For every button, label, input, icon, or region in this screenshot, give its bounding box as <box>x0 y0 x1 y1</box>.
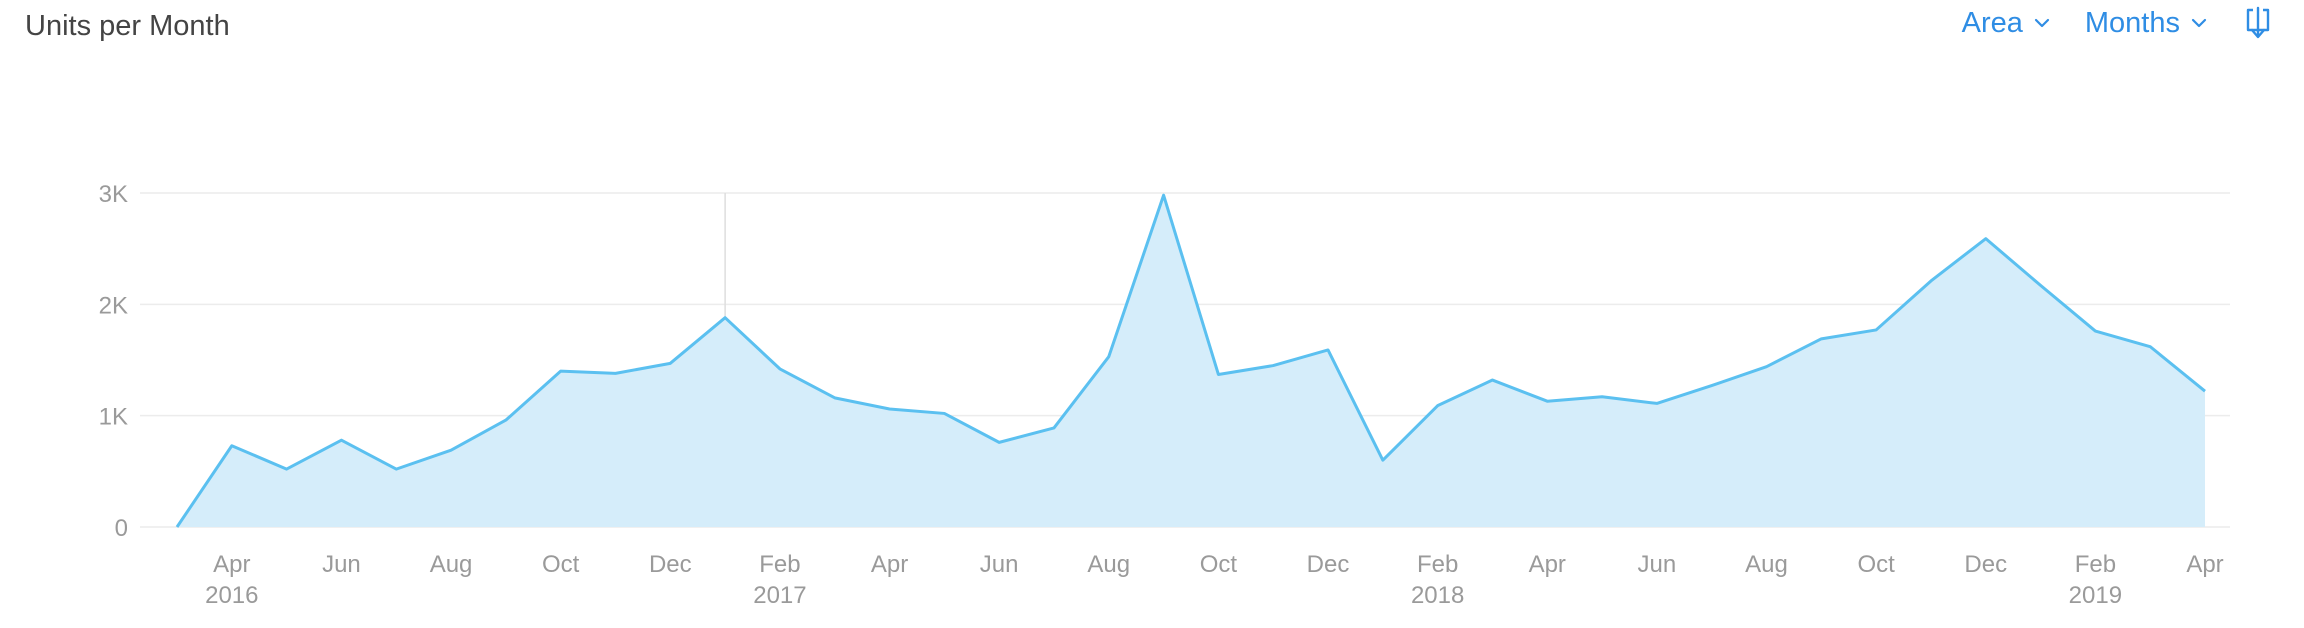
data-point <box>2039 283 2043 287</box>
x-tick-label: Jun <box>980 551 1019 578</box>
data-point <box>1984 237 1988 241</box>
data-point <box>1271 364 1275 368</box>
data-point <box>778 367 782 371</box>
x-tick-year-label: 2018 <box>1411 582 1464 609</box>
x-tick-label: Jun <box>1638 551 1677 578</box>
data-point <box>339 438 343 442</box>
x-tick-label: Oct <box>1200 551 1238 578</box>
data-point <box>1710 384 1714 388</box>
data-point <box>942 411 946 415</box>
series-area <box>177 195 2205 527</box>
data-point <box>1436 404 1440 408</box>
data-point <box>1162 193 1166 197</box>
data-point <box>833 396 837 400</box>
x-tick-label: Oct <box>542 551 580 578</box>
data-point <box>613 371 617 375</box>
x-tick-label: Dec <box>1964 551 2007 578</box>
y-tick-label: 1K <box>99 404 128 431</box>
data-point <box>1052 426 1056 430</box>
x-tick-label: Dec <box>649 551 692 578</box>
data-point <box>449 448 453 452</box>
data-point <box>1765 365 1769 369</box>
data-point <box>723 316 727 320</box>
y-tick-label: 3K <box>99 181 128 208</box>
x-tick-label: Jun <box>322 551 361 578</box>
data-point <box>1600 395 1604 399</box>
data-point <box>2093 329 2097 333</box>
data-point <box>1819 337 1823 341</box>
y-tick-label: 2K <box>99 292 128 319</box>
x-tick-label: Aug <box>430 551 473 578</box>
x-tick-label: Apr <box>2186 551 2223 578</box>
data-point <box>1107 355 1111 359</box>
data-point <box>2148 345 2152 349</box>
data-point <box>285 467 289 471</box>
data-point <box>394 467 398 471</box>
x-tick-label: Feb <box>759 551 800 578</box>
x-tick-label: Aug <box>1087 551 1130 578</box>
data-point <box>1929 279 1933 283</box>
x-tick-label: Apr <box>871 551 908 578</box>
x-tick-label: Feb <box>2075 551 2116 578</box>
data-point <box>1874 328 1878 332</box>
data-point <box>1326 348 1330 352</box>
data-point <box>1655 401 1659 405</box>
x-tick-label: Dec <box>1307 551 1350 578</box>
data-point <box>230 444 234 448</box>
x-tick-label: Oct <box>1857 551 1895 578</box>
x-tick-year-label: 2017 <box>753 582 806 609</box>
x-tick-label: Apr <box>1529 551 1566 578</box>
x-tick-year-label: 2019 <box>2069 582 2122 609</box>
data-point <box>1381 458 1385 462</box>
y-tick-label: 0 <box>115 515 128 542</box>
data-point <box>2203 389 2207 393</box>
x-tick-label: Aug <box>1745 551 1788 578</box>
x-tick-label: Feb <box>1417 551 1458 578</box>
data-point <box>997 440 1001 444</box>
x-tick-year-label: 2016 <box>205 582 258 609</box>
data-point <box>888 407 892 411</box>
x-tick-label: Apr <box>213 551 250 578</box>
data-point <box>559 369 563 373</box>
data-point <box>1490 378 1494 382</box>
data-point <box>1216 372 1220 376</box>
data-point <box>175 525 179 529</box>
data-point <box>668 361 672 365</box>
data-point <box>504 418 508 422</box>
data-point <box>1545 399 1549 403</box>
